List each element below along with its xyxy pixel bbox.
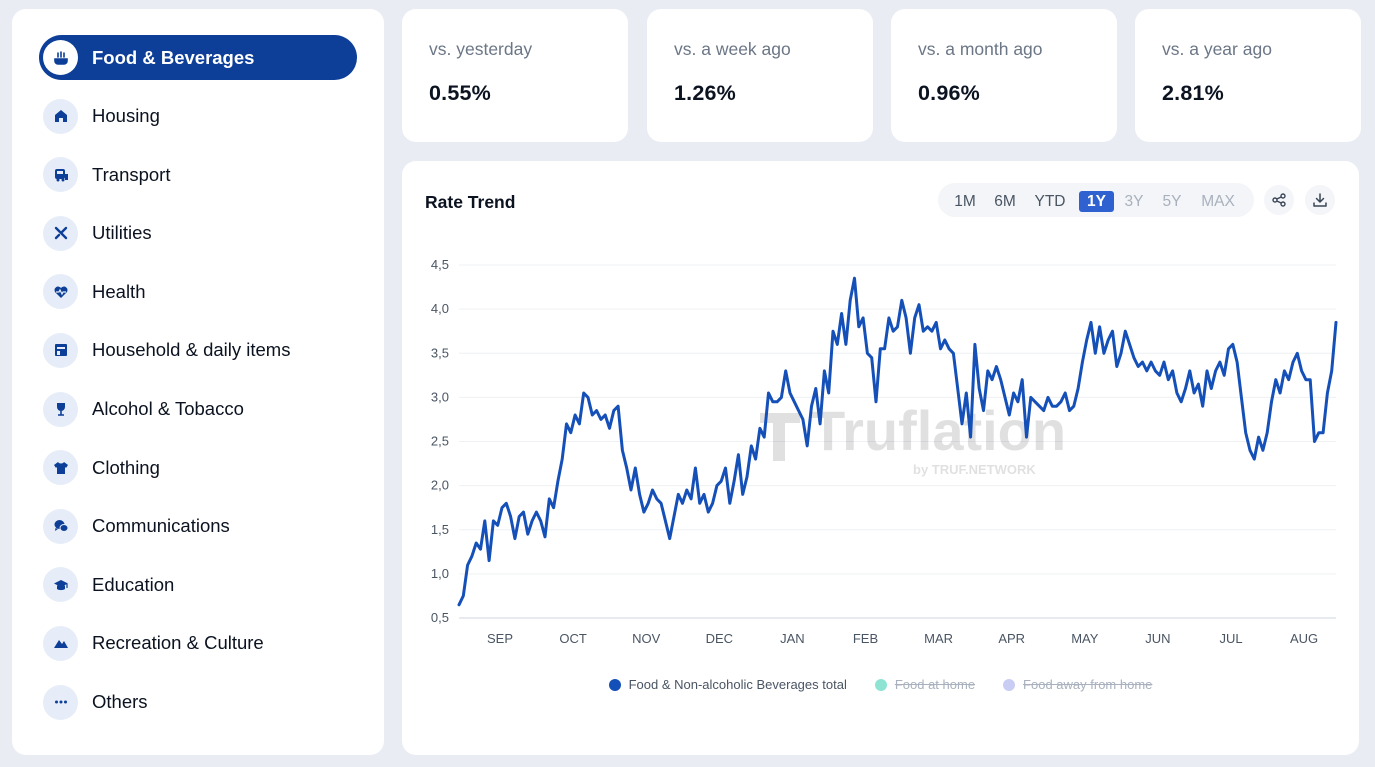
- sidebar-item-clothing[interactable]: Clothing: [39, 445, 357, 490]
- x-tick-label: NOV: [632, 631, 661, 646]
- sidebar-item-household[interactable]: Household & daily items: [39, 328, 357, 373]
- sidebar-item-label: Others: [92, 691, 148, 713]
- legend-item-food-total[interactable]: Food & Non-alcoholic Beverages total: [608, 677, 847, 692]
- wine-glass-icon: [43, 391, 78, 427]
- sidebar-item-food-beverages[interactable]: Food & Beverages: [39, 35, 357, 80]
- sidebar-item-health[interactable]: Health: [39, 269, 357, 314]
- range-ytd[interactable]: YTD: [1034, 193, 1066, 210]
- y-tick-label: 1,0: [431, 566, 449, 581]
- download-button[interactable]: [1305, 185, 1335, 215]
- sidebar-item-others[interactable]: Others: [39, 680, 357, 725]
- heart-pulse-icon: [43, 274, 78, 310]
- legend-item-food-away[interactable]: Food away from home: [1003, 677, 1152, 692]
- watermark-sub: by TRUF.NETWORK: [913, 462, 1036, 477]
- stat-label: vs. yesterday: [429, 39, 533, 59]
- sidebar-item-transport[interactable]: Transport: [39, 152, 357, 197]
- range-1m[interactable]: 1M: [954, 193, 976, 210]
- y-tick-label: 3,5: [431, 345, 449, 360]
- chat-icon: [43, 508, 78, 544]
- tools-icon: [43, 215, 78, 251]
- x-tick-label: DEC: [706, 631, 733, 646]
- sidebar-item-alcohol-tobacco[interactable]: Alcohol & Tobacco: [39, 387, 357, 432]
- x-tick-label: MAY: [1071, 631, 1099, 646]
- range-1y[interactable]: 1Y: [1079, 191, 1114, 212]
- y-tick-label: 2,5: [431, 434, 449, 449]
- bus-icon: [43, 157, 78, 193]
- stat-card-week: vs. a week ago 1.26%: [647, 9, 873, 142]
- stat-value: 0.55%: [429, 81, 491, 105]
- food-icon: [43, 40, 78, 75]
- legend-label: Food at home: [894, 677, 976, 692]
- sidebar-item-utilities[interactable]: Utilities: [39, 211, 357, 256]
- y-tick-label: 3,0: [431, 389, 449, 404]
- stat-label: vs. a week ago: [674, 39, 791, 59]
- y-tick-label: 2,0: [431, 478, 449, 493]
- sidebar-item-label: Recreation & Culture: [92, 632, 264, 654]
- sidebar-item-label: Food & Beverages: [92, 46, 255, 68]
- range-6m[interactable]: 6M: [994, 193, 1016, 210]
- y-tick-label: 0,5: [431, 610, 449, 625]
- sidebar-item-label: Alcohol & Tobacco: [92, 398, 244, 420]
- share-icon: [1272, 193, 1286, 207]
- sidebar-item-label: Utilities: [92, 222, 152, 244]
- sidebar-item-label: Communications: [92, 515, 230, 537]
- legend-dot: [874, 678, 887, 691]
- dots-icon: [43, 684, 78, 720]
- range-3y[interactable]: 3Y: [1124, 193, 1144, 210]
- x-tick-label: JUL: [1219, 631, 1242, 646]
- share-button[interactable]: [1264, 185, 1294, 215]
- x-tick-label: AUG: [1290, 631, 1318, 646]
- stat-label: vs. a year ago: [1162, 39, 1272, 59]
- sidebar-item-education[interactable]: Education: [39, 562, 357, 607]
- stat-card-month: vs. a month ago 0.96%: [891, 9, 1117, 142]
- graduation-cap-icon: [43, 567, 78, 603]
- x-tick-label: FEB: [853, 631, 878, 646]
- sidebar-item-recreation[interactable]: Recreation & Culture: [39, 621, 357, 666]
- x-tick-label: OCT: [559, 631, 587, 646]
- legend-dot: [1003, 678, 1016, 691]
- stat-label: vs. a month ago: [918, 39, 1043, 59]
- range-max[interactable]: MAX: [1201, 193, 1235, 210]
- legend-item-food-at-home[interactable]: Food at home: [874, 677, 976, 692]
- y-tick-label: 4,0: [431, 301, 449, 316]
- sidebar-item-housing[interactable]: Housing: [39, 94, 357, 139]
- x-tick-label: SEP: [487, 631, 513, 646]
- sidebar-item-label: Household & daily items: [92, 339, 291, 361]
- stat-value: 0.96%: [918, 81, 980, 105]
- download-icon: [1313, 193, 1327, 207]
- mountains-icon: [43, 625, 78, 661]
- stat-card-yesterday: vs. yesterday 0.55%: [402, 9, 628, 142]
- sidebar-item-label: Transport: [92, 163, 171, 185]
- chart-legend: Food & Non-alcoholic Beverages total Foo…: [402, 677, 1359, 692]
- stat-card-year: vs. a year ago 2.81%: [1135, 9, 1361, 142]
- sidebar-item-communications[interactable]: Communications: [39, 504, 357, 549]
- sidebar-item-label: Education: [92, 573, 175, 595]
- house-icon: [43, 98, 78, 134]
- sidebar-item-label: Clothing: [92, 456, 160, 478]
- range-5y[interactable]: 5Y: [1162, 193, 1182, 210]
- store-icon: [43, 332, 78, 368]
- x-tick-label: MAR: [924, 631, 953, 646]
- x-tick-label: JAN: [780, 631, 805, 646]
- chart-title: Rate Trend: [425, 192, 516, 212]
- sidebar-item-label: Housing: [92, 105, 160, 127]
- range-selector: 1M 6M YTD 1Y 3Y 5Y MAX: [938, 183, 1254, 217]
- stat-value: 2.81%: [1162, 81, 1224, 105]
- stat-value: 1.26%: [674, 81, 736, 105]
- rate-trend-card: Rate Trend 1M 6M YTD 1Y 3Y 5Y MAX Trufla…: [402, 161, 1359, 755]
- tshirt-icon: [43, 450, 78, 486]
- y-tick-label: 1,5: [431, 522, 449, 537]
- y-tick-label: 4,5: [431, 257, 449, 272]
- legend-label: Food away from home: [1023, 677, 1153, 692]
- sidebar-item-label: Health: [92, 280, 146, 302]
- legend-dot: [608, 678, 621, 691]
- rate-trend-chart: Truflation by TRUF.NETWORK 0,51,01,52,02…: [431, 257, 1338, 646]
- x-tick-label: APR: [998, 631, 1025, 646]
- legend-label: Food & Non-alcoholic Beverages total: [628, 677, 847, 692]
- x-tick-label: JUN: [1145, 631, 1170, 646]
- category-sidebar: Food & Beverages Housing Transport Utili…: [12, 9, 384, 755]
- series-line-food-total: [457, 276, 1338, 607]
